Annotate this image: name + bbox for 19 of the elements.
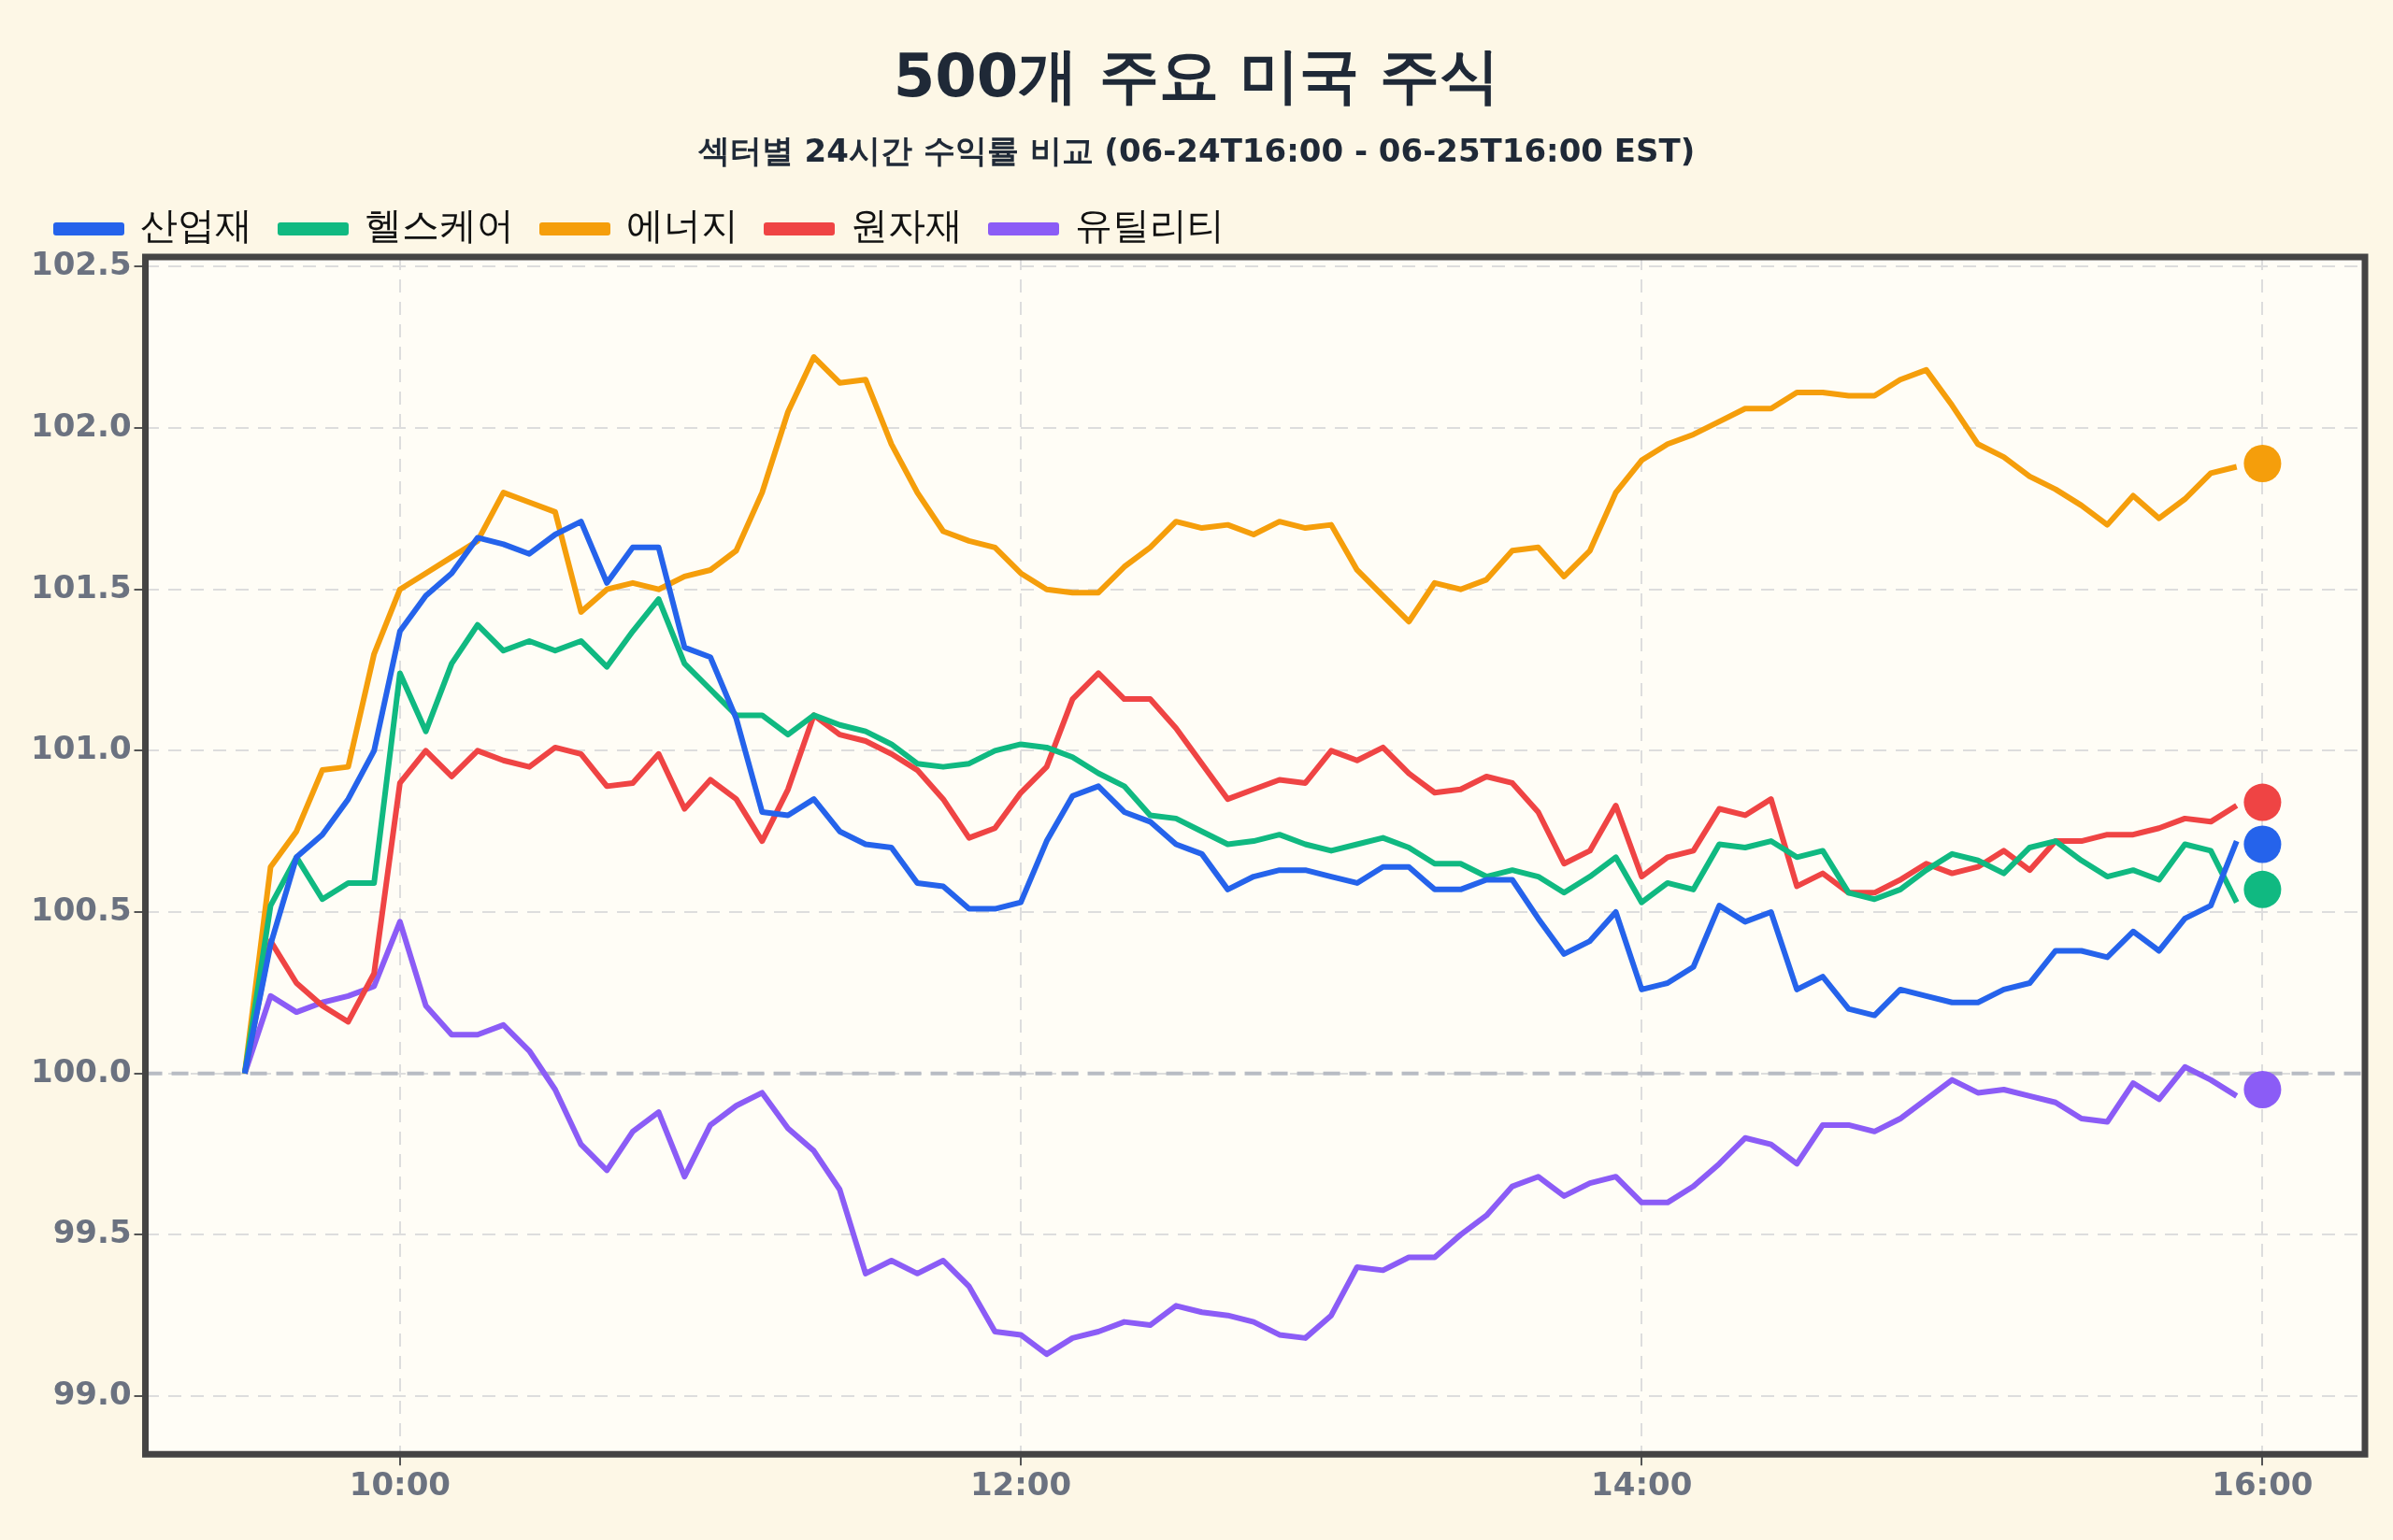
legend-label: 산업재 (140, 204, 252, 248)
y-tick-label: 101.5 (31, 567, 132, 606)
chart-title: 500개 주요 미국 주식 (892, 40, 1501, 112)
y-tick-label: 99.0 (52, 1374, 132, 1412)
x-tick-label: 14:00 (1591, 1465, 1693, 1504)
y-tick-label: 99.5 (52, 1213, 132, 1251)
x-tick-label: 12:00 (969, 1465, 1072, 1504)
x-tick-label: 10:00 (349, 1465, 451, 1504)
y-tick-label: 100.0 (31, 1051, 132, 1090)
chart-subtitle: 섹터별 24시간 수익률 비교 (06-24T16:00 - 06-25T16:00 EST) (696, 131, 1697, 171)
y-tick-label: 102.5 (31, 245, 132, 283)
legend-label: 에너지 (626, 204, 738, 248)
legend-label: 유틸리티 (1075, 204, 1225, 248)
legend-label: 헬스케어 (365, 204, 514, 248)
y-tick-label: 101.0 (31, 729, 132, 767)
y-tick-label: 102.0 (31, 406, 132, 444)
x-tick-label: 16:00 (2212, 1465, 2314, 1504)
y-tick-label: 100.5 (31, 890, 132, 928)
legend-label: 원자재 (851, 204, 963, 248)
